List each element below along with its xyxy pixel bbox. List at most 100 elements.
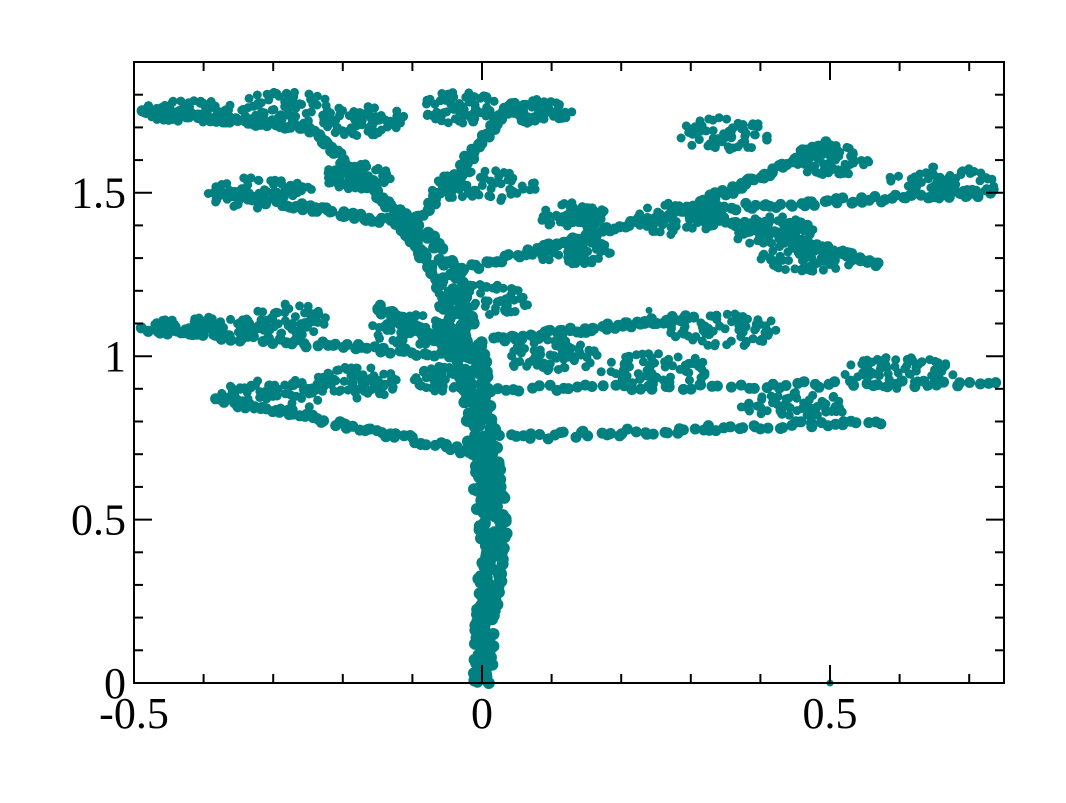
data-point bbox=[194, 313, 204, 323]
data-point bbox=[446, 95, 456, 104]
data-point bbox=[478, 516, 491, 529]
data-point bbox=[673, 352, 683, 362]
data-point bbox=[666, 316, 678, 328]
data-point bbox=[326, 114, 336, 124]
data-point bbox=[704, 330, 714, 340]
data-point bbox=[371, 165, 381, 175]
data-point bbox=[372, 303, 384, 315]
data-point bbox=[430, 316, 440, 326]
data-point bbox=[351, 117, 361, 126]
data-point bbox=[427, 383, 437, 393]
data-point bbox=[724, 421, 736, 433]
data-point bbox=[486, 176, 496, 186]
data-point bbox=[837, 419, 849, 431]
data-point bbox=[722, 114, 732, 124]
data-point bbox=[834, 151, 844, 161]
data-point bbox=[312, 91, 322, 101]
data-point bbox=[645, 306, 653, 314]
data-point bbox=[621, 423, 633, 435]
data-point bbox=[722, 309, 732, 319]
data-point bbox=[827, 407, 837, 416]
data-point bbox=[525, 185, 535, 195]
data-point bbox=[319, 382, 329, 392]
data-point bbox=[685, 383, 697, 395]
data-point bbox=[480, 301, 490, 311]
data-point bbox=[419, 366, 428, 376]
y-tick-label: 0.5 bbox=[71, 496, 126, 545]
data-point bbox=[422, 226, 435, 239]
data-point bbox=[458, 112, 468, 122]
data-point bbox=[456, 309, 469, 322]
data-point bbox=[257, 336, 269, 347]
data-point bbox=[761, 321, 771, 331]
data-point bbox=[553, 365, 563, 374]
data-point bbox=[301, 108, 311, 118]
data-point bbox=[324, 165, 334, 175]
data-point bbox=[875, 371, 884, 380]
data-point bbox=[418, 311, 428, 321]
data-point bbox=[777, 422, 789, 434]
data-point bbox=[298, 338, 310, 350]
data-point bbox=[373, 128, 383, 138]
data-point bbox=[482, 102, 492, 112]
data-point bbox=[347, 125, 357, 135]
data-point bbox=[464, 88, 474, 98]
data-point bbox=[582, 430, 594, 442]
data-point bbox=[246, 383, 256, 393]
data-point bbox=[380, 322, 390, 332]
data-point bbox=[611, 369, 621, 379]
data-point bbox=[650, 374, 660, 384]
data-point bbox=[850, 417, 862, 429]
data-point bbox=[554, 100, 564, 109]
data-point bbox=[469, 117, 479, 127]
data-point bbox=[296, 392, 306, 402]
data-point bbox=[437, 116, 446, 126]
data-point bbox=[902, 361, 912, 371]
data-point bbox=[397, 334, 407, 344]
data-point bbox=[841, 250, 853, 262]
data-point bbox=[473, 587, 486, 600]
y-tick-label: 0 bbox=[104, 659, 126, 708]
data-point bbox=[586, 381, 598, 392]
data-point bbox=[932, 187, 943, 199]
data-point bbox=[152, 326, 164, 338]
data-point bbox=[500, 306, 510, 316]
y-tick-label: 1 bbox=[104, 332, 126, 381]
data-point bbox=[295, 301, 305, 311]
data-point bbox=[413, 376, 423, 386]
data-point bbox=[945, 186, 957, 198]
data-point bbox=[229, 397, 241, 409]
data-point bbox=[227, 383, 237, 393]
data-point bbox=[864, 157, 874, 167]
data-point bbox=[762, 422, 774, 434]
x-tick-label: -0.5 bbox=[99, 689, 169, 738]
data-point bbox=[392, 111, 402, 121]
data-point bbox=[629, 215, 641, 227]
data-point bbox=[599, 206, 609, 216]
data-point bbox=[710, 143, 720, 153]
data-point bbox=[733, 234, 743, 244]
data-point bbox=[265, 324, 275, 334]
data-point bbox=[621, 363, 631, 373]
data-point bbox=[255, 402, 267, 414]
data-point bbox=[775, 198, 787, 210]
data-point bbox=[536, 349, 546, 359]
data-point bbox=[509, 362, 519, 371]
data-point bbox=[500, 527, 513, 540]
data-point bbox=[837, 192, 849, 204]
data-point bbox=[332, 123, 342, 132]
data-point bbox=[768, 246, 778, 256]
data-point bbox=[203, 189, 213, 198]
data-point bbox=[167, 98, 177, 107]
data-point bbox=[785, 217, 794, 227]
data-point bbox=[287, 378, 297, 388]
data-point bbox=[974, 378, 986, 390]
data-point bbox=[429, 352, 437, 360]
data-point bbox=[748, 119, 758, 129]
data-point bbox=[260, 185, 269, 195]
data-point bbox=[490, 306, 500, 316]
data-point bbox=[827, 257, 837, 267]
data-point bbox=[768, 398, 777, 408]
data-point bbox=[321, 101, 331, 111]
data-point bbox=[792, 406, 802, 416]
